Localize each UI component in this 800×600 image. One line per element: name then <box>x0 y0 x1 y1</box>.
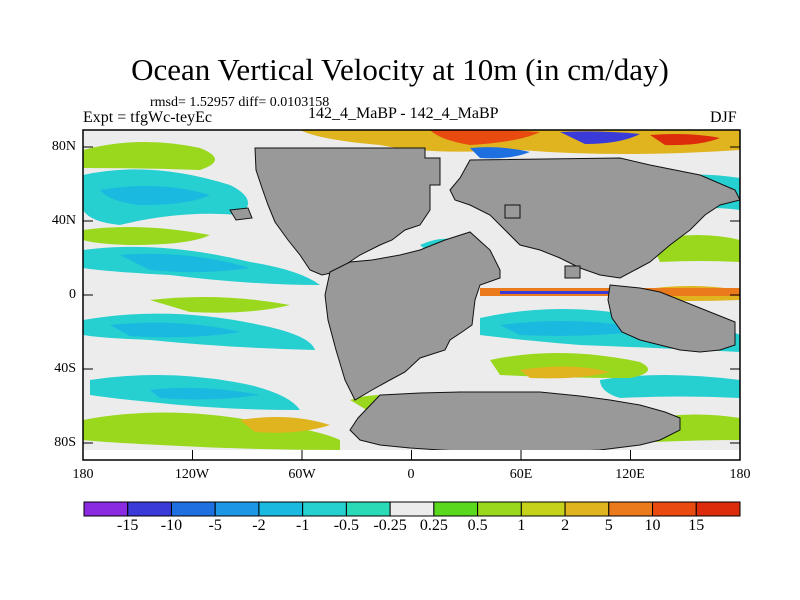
chart-title: Ocean Vertical Velocity at 10m (in cm/da… <box>131 52 669 87</box>
colorbar-swatch <box>302 501 347 517</box>
colorbar-swatch <box>433 501 479 517</box>
island-b <box>504 204 521 219</box>
x-label-180e: 180 <box>729 467 751 482</box>
colorbar-swatch <box>345 501 391 517</box>
colorbar-label: -0.5 <box>333 517 360 534</box>
colorbar-swatch <box>477 501 522 517</box>
colorbar <box>83 501 741 517</box>
y-ticks <box>83 146 740 444</box>
colorbar-swatch <box>83 501 129 517</box>
colorbar-label: 0.5 <box>467 517 488 534</box>
x-label-0: 0 <box>407 467 415 482</box>
south-america <box>324 231 501 401</box>
australia-region <box>607 284 736 353</box>
colorbar-label: -10 <box>160 517 183 534</box>
colorbar-swatch <box>389 501 435 517</box>
stats-text: rmsd= 1.52957 diff= 0.0103158 <box>150 95 330 110</box>
y-label-80s: 80S <box>54 435 76 450</box>
colorbar-swatch <box>520 501 566 517</box>
comparison-label: 142_4_MaBP - 142_4_MaBP <box>308 105 499 122</box>
season-label: DJF <box>710 109 737 126</box>
colorbar-label: 10 <box>644 517 661 534</box>
y-label-80n: 80N <box>51 139 76 154</box>
colorbar-swatch <box>214 501 260 517</box>
colorbar-swatch <box>652 501 697 517</box>
island-a <box>229 207 253 221</box>
north-america <box>254 147 441 276</box>
colorbar-swatch <box>127 501 172 517</box>
colorbar-label: 1 <box>517 517 526 534</box>
colorbar-label: 0.25 <box>419 517 448 534</box>
experiment-label: Expt = tfgWc-teyEc <box>83 109 212 126</box>
colorbar-label: 5 <box>604 517 613 534</box>
map-plot-area <box>83 130 740 460</box>
island-c <box>564 265 581 279</box>
colorbar-label: -1 <box>295 517 310 534</box>
eurasia <box>449 157 740 279</box>
colorbar-label: 15 <box>688 517 705 534</box>
x-label-60w: 60W <box>288 467 316 482</box>
colorbar-label: -5 <box>208 517 222 534</box>
colorbar-swatch <box>258 501 304 517</box>
colorbar-label: -15 <box>117 517 139 534</box>
colorbar-label: 2 <box>561 517 570 534</box>
y-label-0: 0 <box>69 287 76 302</box>
colorbar-swatch <box>170 501 216 517</box>
land-masses <box>229 147 740 453</box>
x-label-180w: 180 <box>72 467 94 482</box>
x-label-120e: 120E <box>615 467 645 482</box>
antarctic-land <box>349 391 681 453</box>
x-label-120w: 120W <box>174 467 210 482</box>
colorbar-label: -2 <box>252 517 266 534</box>
colorbar-swatch <box>564 501 610 517</box>
y-label-40n: 40N <box>51 213 76 228</box>
y-label-40s: 40S <box>54 361 76 376</box>
colorbar-swatch <box>695 501 741 517</box>
colorbar-swatch <box>608 501 654 517</box>
x-label-60e: 60E <box>509 467 533 482</box>
colorbar-label: -0.25 <box>373 517 407 534</box>
contour-band-lightblue <box>100 186 650 400</box>
x-ticks <box>82 450 741 460</box>
